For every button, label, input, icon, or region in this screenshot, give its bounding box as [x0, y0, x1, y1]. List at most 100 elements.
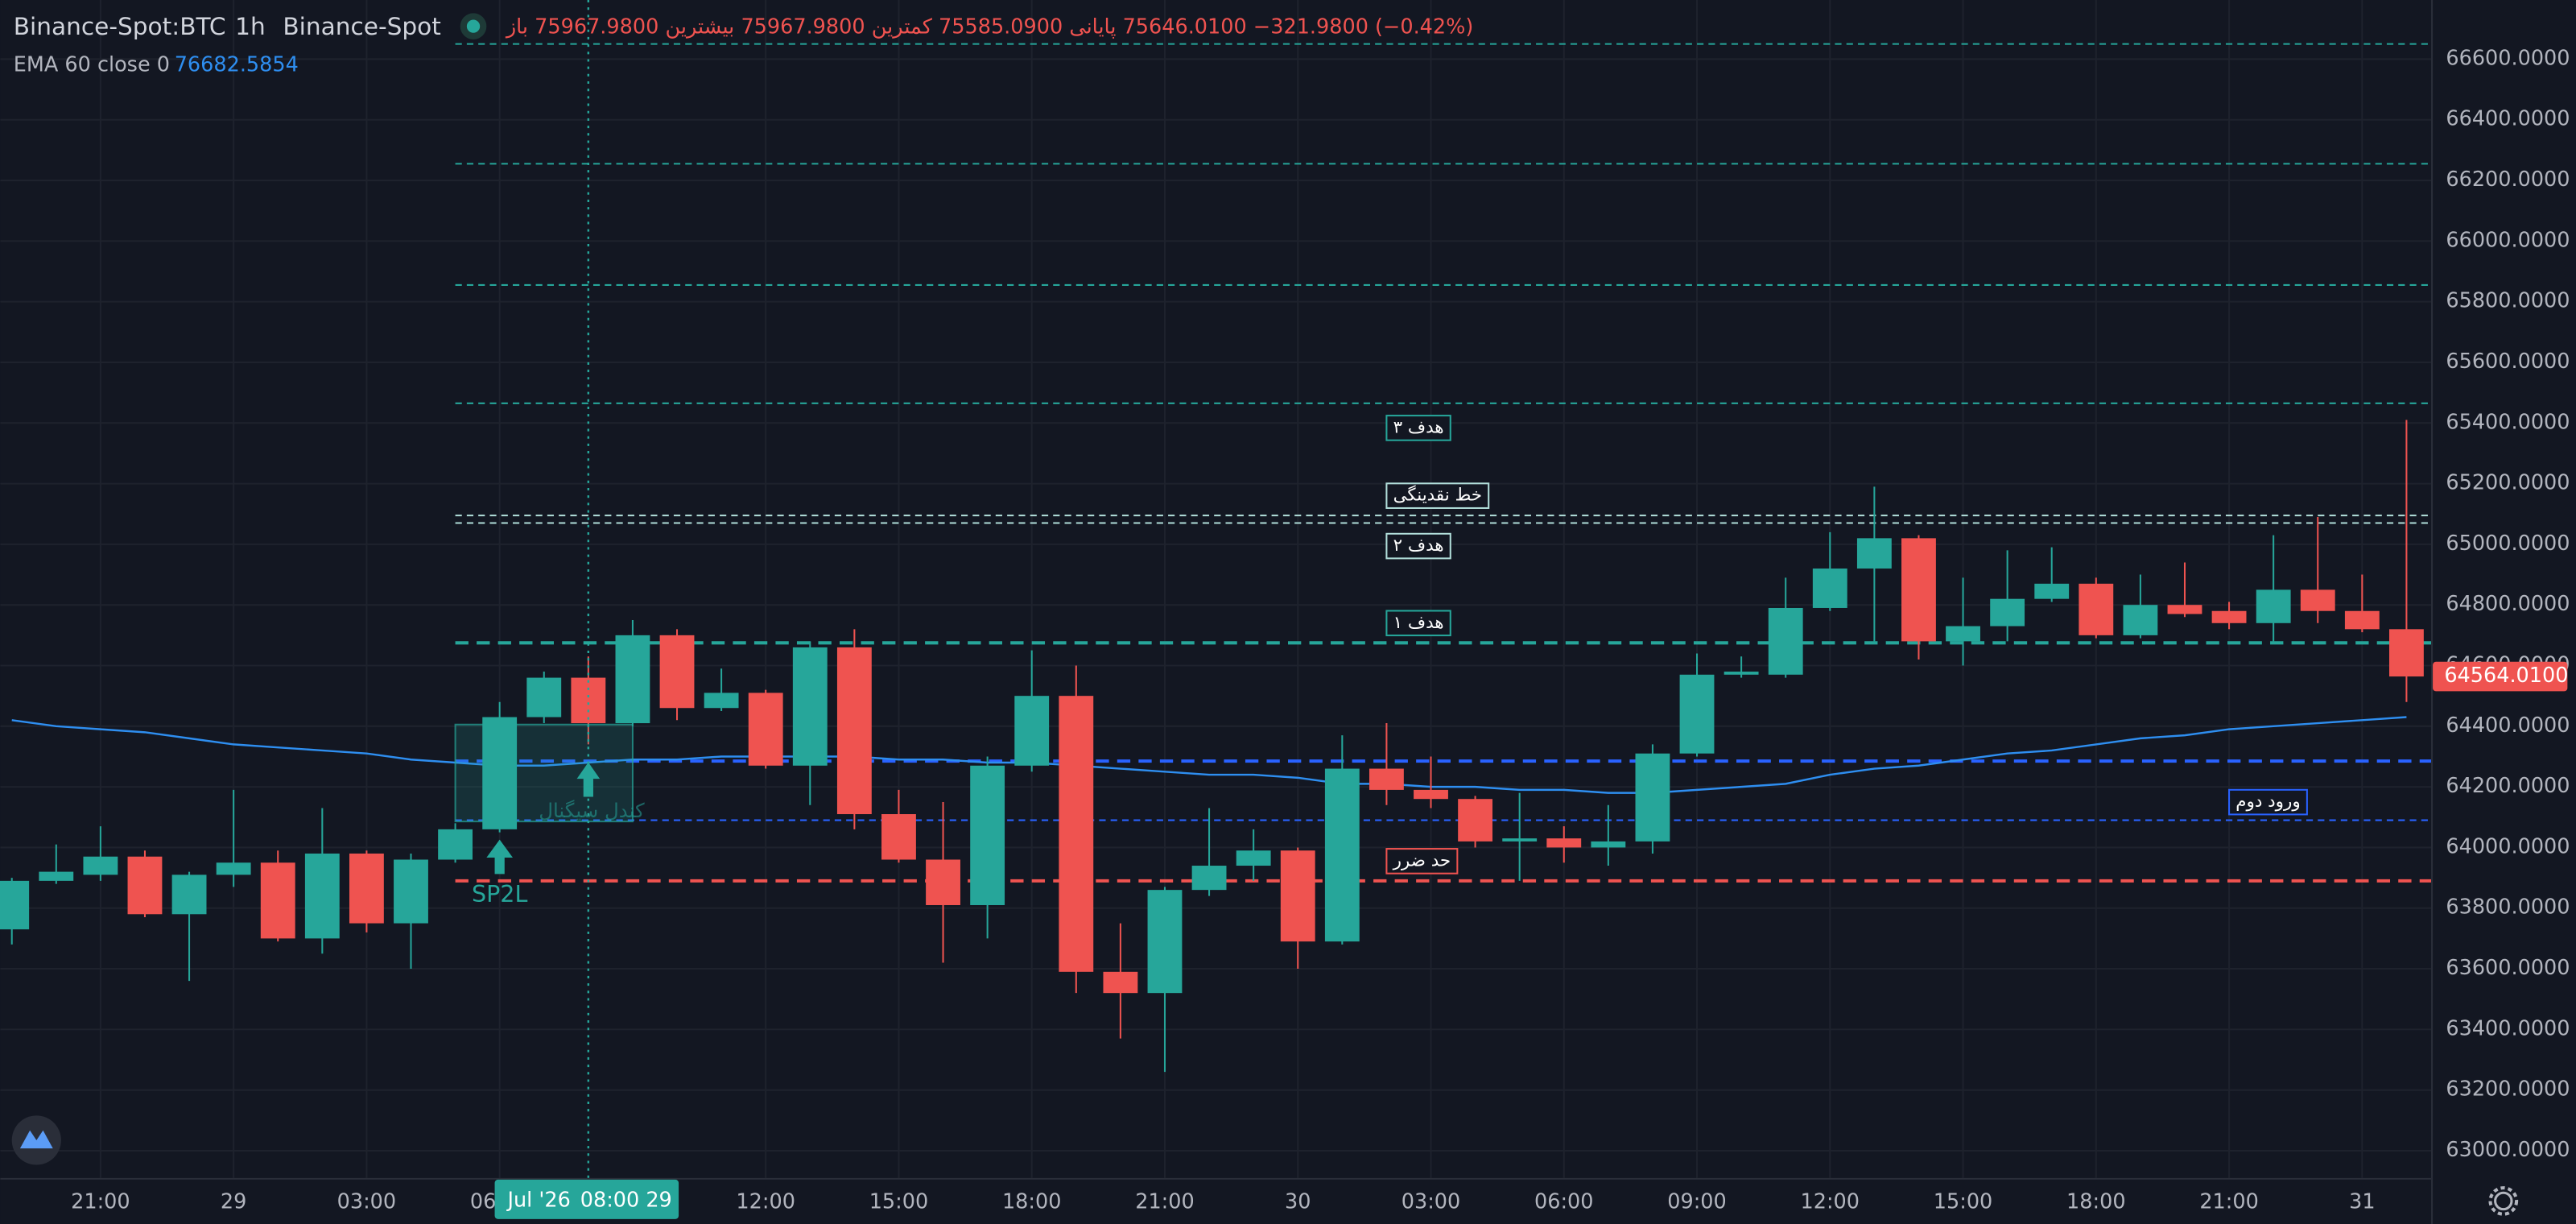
candle-body: [571, 677, 606, 724]
candle-body: [1103, 971, 1138, 994]
candle-body: [1147, 890, 1183, 994]
x-tick-label: 12:00: [736, 1189, 795, 1214]
levels: هدف ۳ خط نقدینگی هدف ۲ هدف ۱ ورود دوم حد ضرر: [455, 43, 2432, 883]
candle-body: [2344, 610, 2380, 630]
y-tick-label: 63600.0000: [2446, 956, 2570, 980]
candle-body: [39, 871, 74, 881]
candle-body: [659, 635, 695, 709]
candle-body: [2211, 610, 2247, 623]
crosshair-label-box: [494, 1179, 679, 1219]
candle-body: [748, 693, 783, 766]
x-tick-label: 31: [2349, 1189, 2375, 1214]
candle-body: [881, 814, 916, 860]
candle-body: [1768, 607, 1803, 675]
candles: [0, 420, 2424, 1073]
candle-body: [970, 765, 1005, 905]
level-label-box: [1385, 848, 1459, 875]
crosshair-time: 08:00 29: [580, 1188, 672, 1212]
level-label-box: [1385, 610, 1451, 637]
candle-body: [2079, 583, 2114, 635]
x-tick-label: 09:00: [1667, 1189, 1727, 1214]
candle-body: [1946, 626, 1980, 642]
x-tick-label: 30: [1285, 1189, 1311, 1214]
y-tick-label: 64800.0000: [2446, 592, 2570, 616]
level-label-box: [1385, 482, 1490, 509]
signal-arrow: [576, 762, 601, 797]
y-tick-label: 65400.0000: [2446, 410, 2570, 434]
ohlc-value: 75646.0100: [1123, 15, 1247, 39]
ohlc-label: پایانی: [1069, 15, 1116, 39]
level-label-box: [1385, 532, 1451, 560]
last-price-label: 64564.0100: [2444, 664, 2568, 688]
x-tick-label: 29: [221, 1189, 246, 1214]
candle-body: [394, 859, 428, 924]
ohlc-value: 75585.0900: [939, 15, 1063, 39]
candle-body: [1059, 696, 1094, 972]
gear[interactable]: [2494, 1191, 2513, 1211]
level-label: حد ضرر: [1393, 850, 1451, 870]
candle-body: [216, 862, 251, 875]
x-tick-label: 21:00: [1135, 1189, 1195, 1214]
logo-mark[interactable]: [19, 1130, 53, 1149]
x-tick-label: 18:00: [2066, 1189, 2126, 1214]
candle-body: [2389, 629, 2424, 677]
y-tick-label: 64000.0000: [2446, 834, 2570, 858]
status-dot: [466, 19, 481, 33]
candle-body: [1901, 538, 1936, 642]
marker-label: SP2L: [472, 880, 527, 908]
candle-body: [0, 880, 30, 930]
ohlc-value: 75967.9800: [741, 15, 865, 39]
candle-body: [2123, 605, 2158, 635]
ohlc-label: بیشترین: [665, 15, 734, 39]
candle-body: [260, 862, 295, 939]
candle-body: [1014, 696, 1050, 766]
indicator-value: 76682.5854: [175, 53, 299, 77]
candle-body: [1236, 850, 1271, 866]
crosshair-date: Jul '26: [506, 1188, 570, 1212]
candle-body: [1635, 753, 1670, 842]
candle-body: [615, 635, 650, 724]
candle-body: [792, 647, 828, 766]
candle-body: [2256, 589, 2291, 623]
indicator: [11, 716, 2407, 794]
candle-body: [1546, 838, 1582, 848]
settings[interactable]: [2488, 1186, 2519, 1216]
candle-body: [1591, 841, 1626, 848]
y-tick-label: 64400.0000: [2446, 713, 2570, 738]
level-label: هدف ۳: [1393, 417, 1444, 437]
candle-body: [438, 829, 473, 860]
y-tick-label: 63200.0000: [2446, 1077, 2570, 1102]
overlay: کندل سیگنال SP2L: [454, 0, 645, 1178]
candle-body: [1502, 838, 1538, 842]
symbol: Binance-Spot:BTC: [14, 13, 226, 40]
logo[interactable]: [11, 1115, 61, 1165]
ohlc-label: کمترین: [872, 15, 933, 39]
candle-body: [1368, 768, 1404, 790]
candle-body: [2300, 589, 2335, 611]
y-tick-label: 65200.0000: [2446, 471, 2570, 495]
level-label-box: [1385, 415, 1451, 441]
candle-body: [171, 875, 207, 915]
x-tick-label: 12:00: [1801, 1189, 1860, 1214]
candle-body: [926, 859, 960, 905]
y-tick-label: 66600.0000: [2446, 46, 2570, 70]
candle-body: [1812, 569, 1847, 608]
axes: 63000.0000 63200.0000 63400.0000 63600.0000…: [71, 46, 2570, 1219]
candle-body: [1414, 789, 1448, 800]
level-label: ورود دوم: [2235, 792, 2300, 812]
indicator-name[interactable]: EMA 60 close 0: [14, 53, 170, 77]
x-tick-label: 21:00: [71, 1189, 130, 1214]
ohlc-change: −321.9800 (−0.42%): [1253, 15, 1473, 39]
candle-body: [526, 677, 562, 717]
interval[interactable]: 1h: [235, 13, 266, 40]
level-label: هدف ۲: [1393, 536, 1444, 556]
candle-body: [304, 853, 340, 939]
level-label-box: [2228, 788, 2308, 816]
signal-box: [454, 723, 634, 823]
y-tick-label: 63400.0000: [2446, 1016, 2570, 1040]
candle-body: [127, 856, 163, 915]
gear-teeth[interactable]: [2488, 1186, 2519, 1216]
signal-label: کندل سیگنال: [539, 799, 645, 822]
